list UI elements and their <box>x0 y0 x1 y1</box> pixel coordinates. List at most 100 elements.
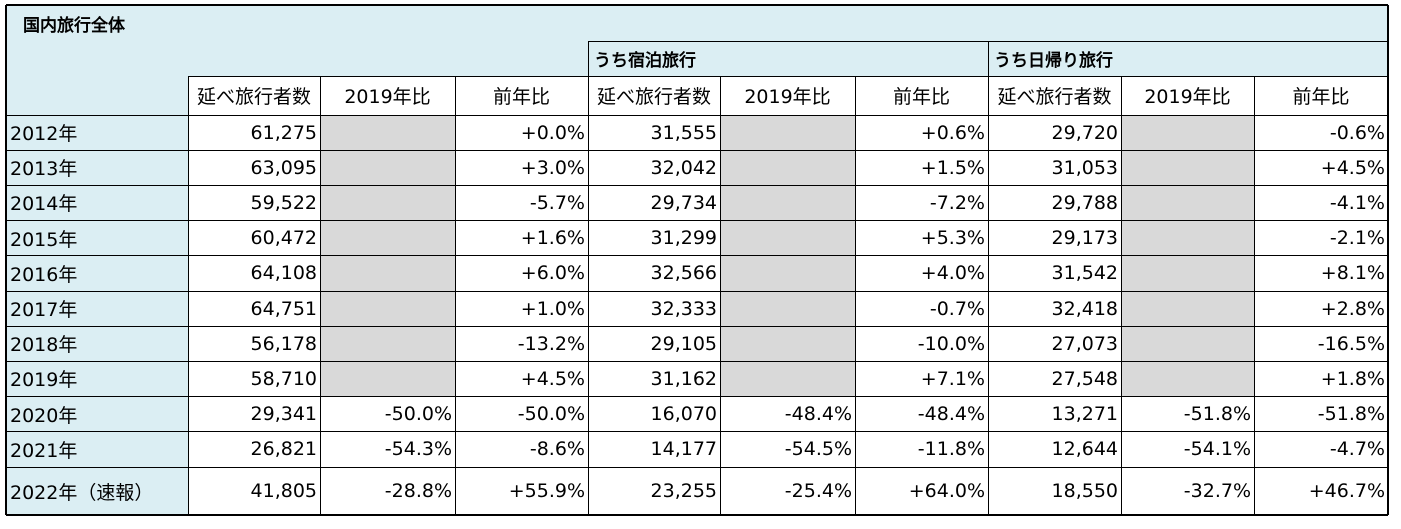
row-label: 2021年 <box>6 431 188 467</box>
table-cell: 31,299 <box>650 227 717 250</box>
border-line <box>6 184 1388 186</box>
greyed-cell <box>720 255 855 291</box>
table-cell: +1.5% <box>920 156 985 179</box>
table-cell: 32,042 <box>650 156 717 179</box>
table-cell: 31,542 <box>1051 262 1118 285</box>
greyed-cell <box>1121 185 1254 221</box>
group-header-daytrip: うち日帰り旅行 <box>988 41 1388 76</box>
greyed-cell <box>1121 220 1254 256</box>
border-line <box>6 514 1388 516</box>
table-cell: -54.3% <box>384 438 452 461</box>
column-header: 前年比 <box>1292 86 1350 108</box>
row-label: 2016年 <box>6 255 188 291</box>
table-cell: -0.6% <box>1329 121 1385 144</box>
table-cell: +0.0% <box>520 121 585 144</box>
table-cell: 29,734 <box>650 191 717 214</box>
table-cell: 23,255 <box>650 480 717 502</box>
row-label: 2015年 <box>6 220 188 256</box>
greyed-cell <box>1121 255 1254 291</box>
table-cell: -16.5% <box>1317 332 1385 355</box>
table-cell: -2.1% <box>1329 227 1385 250</box>
border-line <box>1120 76 1122 515</box>
table-cell: -48.4% <box>917 403 985 426</box>
table-cell: 26,821 <box>250 438 317 461</box>
greyed-cell <box>720 185 855 221</box>
table-cell: +64.0% <box>908 480 985 502</box>
table-cell: 41,805 <box>250 480 317 502</box>
greyed-cell <box>720 150 855 186</box>
border-line <box>587 41 589 515</box>
table-cell: 58,710 <box>250 367 317 390</box>
greyed-cell <box>720 291 855 327</box>
border-line <box>6 325 1388 327</box>
border-line <box>1253 76 1255 515</box>
table-cell: +4.5% <box>1320 156 1385 179</box>
table-cell: 31,555 <box>650 121 717 144</box>
row-label: 2017年 <box>6 291 188 327</box>
table-cell: 18,550 <box>1051 480 1118 502</box>
border-line <box>6 360 1388 362</box>
group-header-overnight: うち宿泊旅行 <box>588 41 988 76</box>
column-header: 延べ旅行者数 <box>997 86 1112 108</box>
table-cell: -50.0% <box>517 403 585 426</box>
row-label: 2020年 <box>6 396 188 432</box>
greyed-cell <box>720 115 855 151</box>
column-header-blank <box>6 76 188 115</box>
table-cell: -4.1% <box>1329 191 1385 214</box>
table-cell: +1.6% <box>520 227 585 250</box>
border-line <box>187 76 189 515</box>
table-cell: +5.3% <box>920 227 985 250</box>
greyed-cell <box>1121 291 1254 327</box>
row-label: 2013年 <box>6 150 188 186</box>
table-cell: 32,333 <box>650 297 717 320</box>
table-cell: 63,095 <box>250 156 317 179</box>
table-cell: -5.7% <box>529 191 585 214</box>
table-cell: 29,788 <box>1051 191 1118 214</box>
table-cell: -48.4% <box>784 403 852 426</box>
table-cell: -4.7% <box>1329 438 1385 461</box>
table-cell: +6.0% <box>520 262 585 285</box>
border-line <box>454 76 456 515</box>
border-line <box>5 5 7 515</box>
table-cell: 64,751 <box>250 297 317 320</box>
table-cell: -54.1% <box>1183 438 1251 461</box>
greyed-cell <box>320 220 455 256</box>
table-cell: 27,073 <box>1051 332 1118 355</box>
table-cell: +8.1% <box>1320 262 1385 285</box>
table-cell: 64,108 <box>250 262 317 285</box>
table-cell: 27,548 <box>1051 367 1118 390</box>
table-cell: -51.8% <box>1317 403 1385 426</box>
table-cell: -54.5% <box>784 438 852 461</box>
greyed-cell <box>320 255 455 291</box>
border-line <box>6 114 1388 116</box>
table-cell: +46.7% <box>1308 480 1385 502</box>
column-header: 2019年比 <box>344 86 431 108</box>
border-line <box>6 290 1388 292</box>
table-cell: 61,275 <box>250 121 317 144</box>
table-cell: 56,178 <box>250 332 317 355</box>
table-cell: 16,070 <box>650 403 717 426</box>
table-cell: -7.2% <box>929 191 985 214</box>
table-cell: -50.0% <box>384 403 452 426</box>
border-line <box>6 431 1388 433</box>
table-cell: 31,053 <box>1051 156 1118 179</box>
row-label: 2022年（速報） <box>6 467 188 515</box>
table-cell: +1.8% <box>1320 367 1385 390</box>
greyed-cell <box>1121 361 1254 397</box>
border-line <box>6 396 1388 398</box>
border-line <box>6 255 1388 257</box>
border-line <box>6 149 1388 151</box>
column-header: 前年比 <box>492 86 550 108</box>
table-cell: 29,341 <box>250 403 317 426</box>
column-header: 2019年比 <box>744 86 831 108</box>
row-label: 2014年 <box>6 185 188 221</box>
border-line <box>719 76 721 515</box>
row-label: 2018年 <box>6 326 188 362</box>
table-cell: 59,522 <box>250 191 317 214</box>
table-cell: +55.9% <box>508 480 585 502</box>
table-title: 国内旅行全体 <box>6 5 1388 41</box>
table-cell: -28.8% <box>384 480 452 502</box>
table-cell: 29,105 <box>650 332 717 355</box>
greyed-cell <box>320 185 455 221</box>
